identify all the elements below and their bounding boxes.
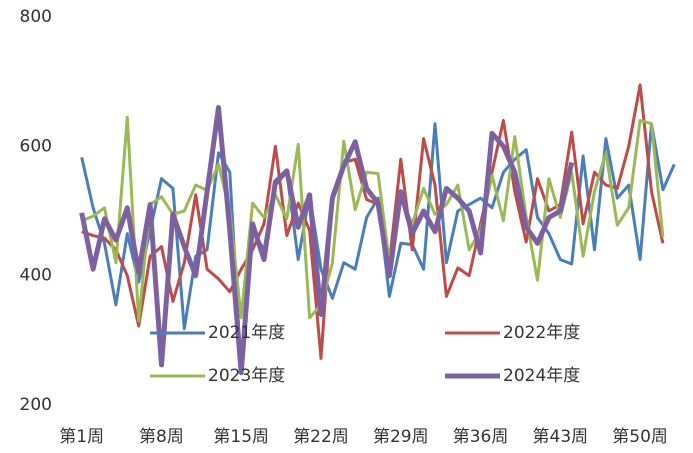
y-tick-label: 200 [20, 395, 52, 415]
x-tick-label: 第22周 [293, 427, 349, 447]
y-tick-label: 600 [20, 136, 52, 156]
y-tick-label: 800 [20, 7, 52, 27]
series-line [81, 83, 665, 360]
x-tick-label: 第1周 [59, 427, 104, 447]
legend-label: 2022年度 [503, 323, 580, 343]
y-tick-label: 400 [20, 266, 52, 286]
x-tick-label: 第8周 [139, 427, 184, 447]
series-line [79, 105, 575, 376]
x-tick-label: 第50周 [612, 427, 668, 447]
legend-label: 2023年度 [208, 366, 285, 386]
x-tick-label: 第36周 [453, 427, 509, 447]
x-tick-label: 第15周 [213, 427, 269, 447]
x-tick-label: 第43周 [533, 427, 589, 447]
series-line [80, 122, 676, 375]
legend-label: 2021年度 [208, 323, 285, 343]
legend-label: 2024年度 [503, 366, 580, 386]
x-tick-label: 第29周 [373, 427, 429, 447]
